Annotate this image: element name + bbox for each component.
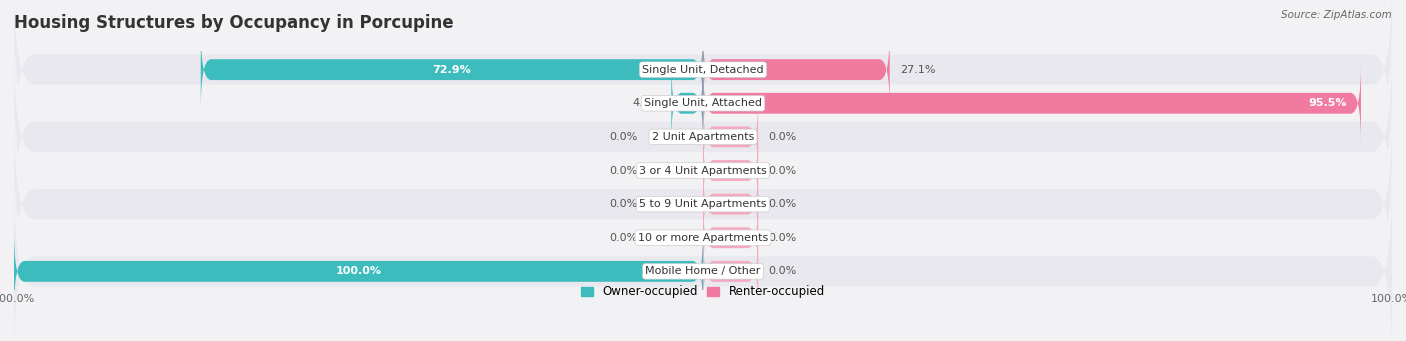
Text: 0.0%: 0.0% (769, 233, 797, 243)
Text: Housing Structures by Occupancy in Porcupine: Housing Structures by Occupancy in Porcu… (14, 14, 454, 32)
Text: 3 or 4 Unit Apartments: 3 or 4 Unit Apartments (640, 165, 766, 176)
FancyBboxPatch shape (671, 63, 703, 143)
Text: 0.0%: 0.0% (769, 199, 797, 209)
FancyBboxPatch shape (14, 152, 1392, 324)
FancyBboxPatch shape (14, 17, 1392, 189)
Text: 0.0%: 0.0% (609, 165, 637, 176)
FancyBboxPatch shape (14, 0, 1392, 155)
FancyBboxPatch shape (703, 63, 1361, 143)
Text: 2 Unit Apartments: 2 Unit Apartments (652, 132, 754, 142)
Text: 0.0%: 0.0% (609, 233, 637, 243)
Text: 5 to 9 Unit Apartments: 5 to 9 Unit Apartments (640, 199, 766, 209)
FancyBboxPatch shape (703, 231, 758, 311)
FancyBboxPatch shape (703, 97, 758, 177)
Text: 72.9%: 72.9% (433, 65, 471, 75)
Text: 0.0%: 0.0% (769, 165, 797, 176)
Text: Mobile Home / Other: Mobile Home / Other (645, 266, 761, 276)
FancyBboxPatch shape (14, 231, 703, 311)
FancyBboxPatch shape (201, 30, 703, 110)
FancyBboxPatch shape (14, 186, 1392, 341)
Text: 27.1%: 27.1% (900, 65, 935, 75)
Legend: Owner-occupied, Renter-occupied: Owner-occupied, Renter-occupied (576, 281, 830, 303)
FancyBboxPatch shape (14, 85, 1392, 256)
Text: Single Unit, Detached: Single Unit, Detached (643, 65, 763, 75)
FancyBboxPatch shape (703, 131, 758, 210)
FancyBboxPatch shape (703, 164, 758, 244)
FancyBboxPatch shape (703, 198, 758, 278)
Text: 0.0%: 0.0% (609, 132, 637, 142)
Text: Single Unit, Attached: Single Unit, Attached (644, 98, 762, 108)
Text: 0.0%: 0.0% (609, 199, 637, 209)
Text: 0.0%: 0.0% (769, 266, 797, 276)
FancyBboxPatch shape (14, 51, 1392, 223)
FancyBboxPatch shape (14, 118, 1392, 290)
FancyBboxPatch shape (703, 30, 890, 110)
Text: 0.0%: 0.0% (769, 132, 797, 142)
Text: 4.6%: 4.6% (633, 98, 661, 108)
Text: 100.0%: 100.0% (336, 266, 381, 276)
Text: Source: ZipAtlas.com: Source: ZipAtlas.com (1281, 10, 1392, 20)
Text: 10 or more Apartments: 10 or more Apartments (638, 233, 768, 243)
Text: 95.5%: 95.5% (1309, 98, 1347, 108)
